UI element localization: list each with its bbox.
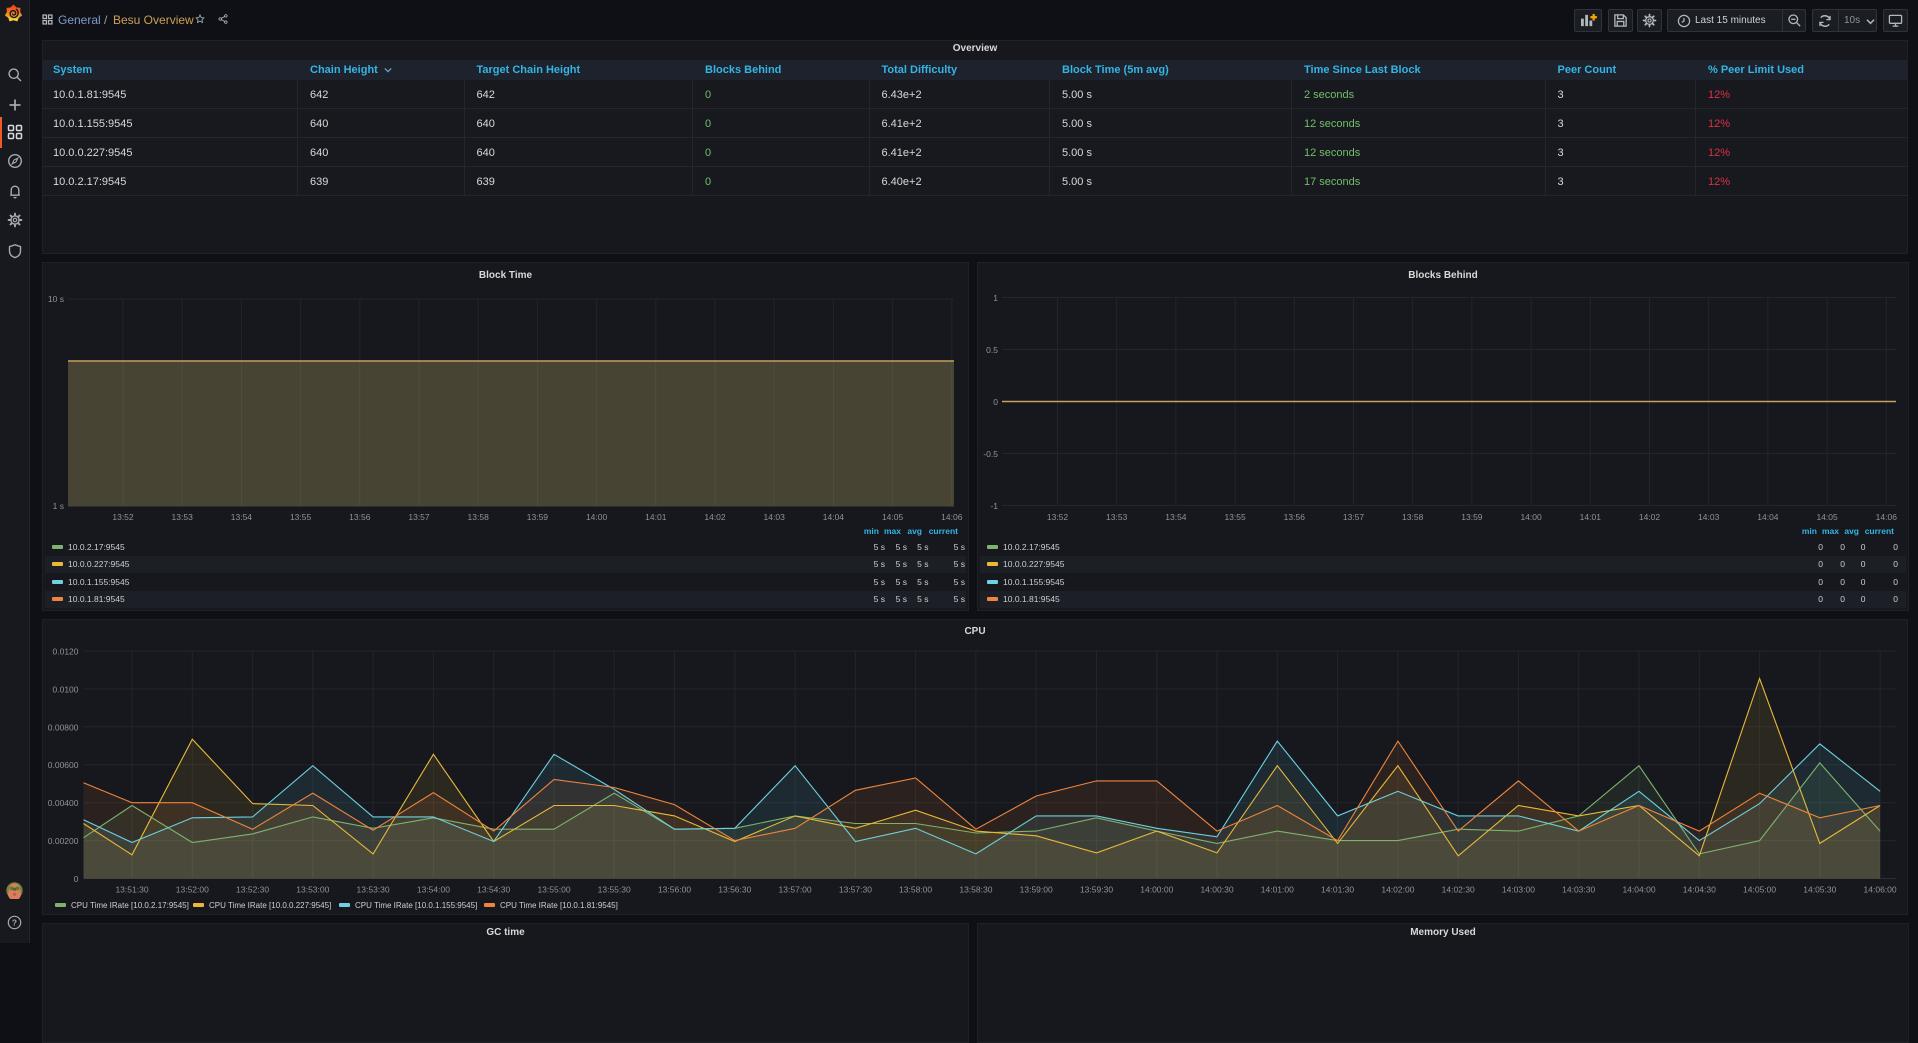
svg-text:13:52: 13:52 bbox=[1047, 512, 1069, 522]
svg-text:14:01:30: 14:01:30 bbox=[1321, 885, 1354, 895]
svg-text:13:58: 13:58 bbox=[1402, 512, 1424, 522]
svg-text:13:53: 13:53 bbox=[172, 512, 194, 522]
svg-text:14:04: 14:04 bbox=[1757, 512, 1779, 522]
svg-text:10 s: 10 s bbox=[48, 294, 64, 304]
svg-text:13:53:00: 13:53:00 bbox=[296, 885, 329, 895]
svg-text:14:00: 14:00 bbox=[586, 512, 608, 522]
svg-text:14:02:00: 14:02:00 bbox=[1381, 885, 1414, 895]
svg-text:13:59:30: 13:59:30 bbox=[1080, 885, 1113, 895]
svg-text:13:58:30: 13:58:30 bbox=[959, 885, 992, 895]
svg-text:14:01: 14:01 bbox=[1580, 512, 1602, 522]
svg-text:13:56:00: 13:56:00 bbox=[658, 885, 691, 895]
svg-text:13:57:30: 13:57:30 bbox=[839, 885, 872, 895]
svg-text:13:54:00: 13:54:00 bbox=[417, 885, 450, 895]
svg-text:-0.5: -0.5 bbox=[983, 449, 998, 459]
svg-text:14:00: 14:00 bbox=[1520, 512, 1542, 522]
svg-text:-1: -1 bbox=[990, 501, 998, 511]
svg-text:0.00200: 0.00200 bbox=[48, 836, 79, 846]
svg-text:14:05: 14:05 bbox=[882, 512, 904, 522]
svg-text:13:55:30: 13:55:30 bbox=[598, 885, 631, 895]
svg-text:0.0120: 0.0120 bbox=[53, 647, 79, 657]
svg-text:0.00800: 0.00800 bbox=[48, 722, 79, 732]
svg-text:14:04:30: 14:04:30 bbox=[1683, 885, 1716, 895]
svg-text:1 s: 1 s bbox=[53, 501, 64, 511]
svg-text:14:01:00: 14:01:00 bbox=[1261, 885, 1294, 895]
svg-text:0.5: 0.5 bbox=[986, 345, 998, 355]
svg-text:14:05:00: 14:05:00 bbox=[1743, 885, 1776, 895]
svg-text:13:58:00: 13:58:00 bbox=[899, 885, 932, 895]
svg-text:14:06: 14:06 bbox=[1876, 512, 1898, 522]
svg-text:14:03: 14:03 bbox=[1698, 512, 1720, 522]
svg-text:0: 0 bbox=[74, 874, 79, 884]
svg-text:14:04: 14:04 bbox=[823, 512, 845, 522]
svg-text:13:58: 13:58 bbox=[468, 512, 490, 522]
svg-text:14:06: 14:06 bbox=[941, 512, 963, 522]
svg-text:13:54: 13:54 bbox=[1165, 512, 1187, 522]
svg-text:13:51:30: 13:51:30 bbox=[115, 885, 148, 895]
svg-text:13:55:00: 13:55:00 bbox=[537, 885, 570, 895]
svg-text:14:04:00: 14:04:00 bbox=[1622, 885, 1655, 895]
svg-text:1: 1 bbox=[993, 293, 998, 303]
svg-text:13:52:00: 13:52:00 bbox=[176, 885, 209, 895]
svg-text:13:55: 13:55 bbox=[290, 512, 312, 522]
svg-text:14:05: 14:05 bbox=[1816, 512, 1838, 522]
svg-text:13:55: 13:55 bbox=[1224, 512, 1246, 522]
svg-text:14:00:00: 14:00:00 bbox=[1140, 885, 1173, 895]
svg-text:14:02: 14:02 bbox=[1639, 512, 1661, 522]
svg-text:0: 0 bbox=[993, 397, 998, 407]
svg-text:14:02:30: 14:02:30 bbox=[1442, 885, 1475, 895]
svg-text:13:54: 13:54 bbox=[231, 512, 253, 522]
svg-text:13:53: 13:53 bbox=[1106, 512, 1128, 522]
svg-text:14:00:30: 14:00:30 bbox=[1200, 885, 1233, 895]
svg-text:13:57: 13:57 bbox=[1343, 512, 1365, 522]
svg-text:14:02: 14:02 bbox=[704, 512, 726, 522]
svg-text:13:56: 13:56 bbox=[1284, 512, 1306, 522]
svg-text:14:01: 14:01 bbox=[645, 512, 667, 522]
svg-text:14:03:00: 14:03:00 bbox=[1502, 885, 1535, 895]
svg-text:13:59: 13:59 bbox=[1461, 512, 1483, 522]
svg-text:?: ? bbox=[12, 918, 17, 928]
svg-text:0.00400: 0.00400 bbox=[48, 798, 79, 808]
svg-text:0.0100: 0.0100 bbox=[53, 684, 79, 694]
svg-text:13:54:30: 13:54:30 bbox=[477, 885, 510, 895]
svg-text:14:06:00: 14:06:00 bbox=[1864, 885, 1897, 895]
svg-text:13:57:00: 13:57:00 bbox=[779, 885, 812, 895]
svg-text:13:53:30: 13:53:30 bbox=[357, 885, 390, 895]
svg-text:13:56: 13:56 bbox=[349, 512, 371, 522]
svg-text:0.00600: 0.00600 bbox=[48, 760, 79, 770]
svg-text:14:03: 14:03 bbox=[764, 512, 786, 522]
svg-text:13:52: 13:52 bbox=[112, 512, 134, 522]
svg-text:13:56:30: 13:56:30 bbox=[718, 885, 751, 895]
svg-text:13:59:00: 13:59:00 bbox=[1020, 885, 1053, 895]
svg-text:14:03:30: 14:03:30 bbox=[1562, 885, 1595, 895]
svg-text:14:05:30: 14:05:30 bbox=[1803, 885, 1836, 895]
svg-text:13:52:30: 13:52:30 bbox=[236, 885, 269, 895]
svg-text:13:57: 13:57 bbox=[408, 512, 430, 522]
svg-text:13:59: 13:59 bbox=[527, 512, 549, 522]
